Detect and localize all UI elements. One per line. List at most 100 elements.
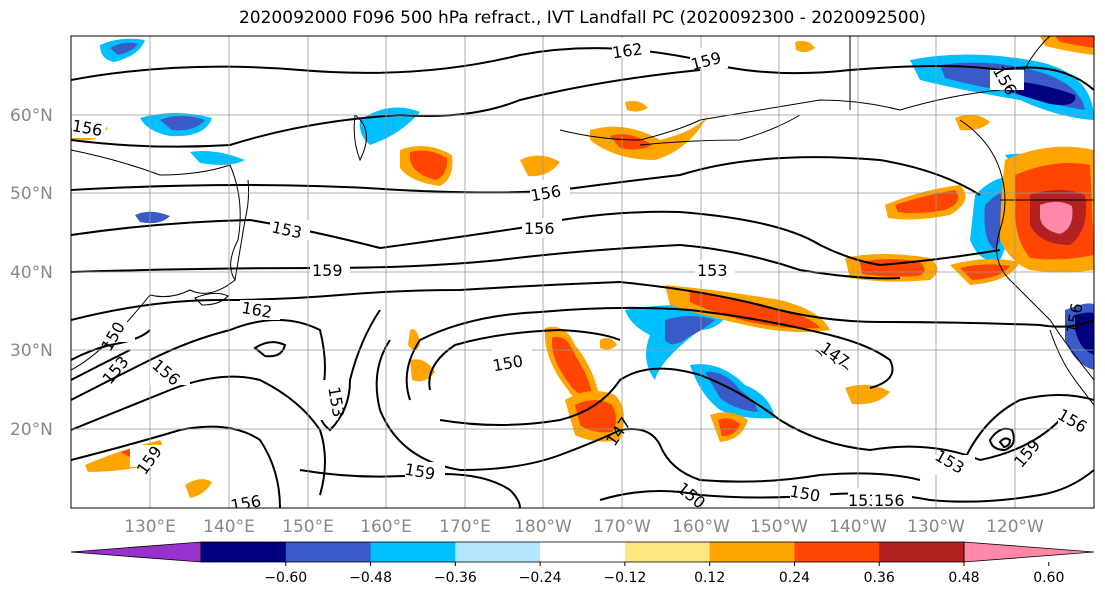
positive-anomaly-region [520, 155, 560, 177]
coastlines [71, 36, 1094, 406]
lat-label: 60°N [10, 106, 53, 126]
contour-line [959, 394, 1094, 471]
lon-label: 120°W [986, 517, 1044, 537]
contour-line [71, 280, 1094, 328]
positive-anomaly-region [410, 359, 435, 382]
lon-label: 130°W [907, 517, 965, 537]
graticule [71, 36, 1094, 508]
positive-anomaly-region [1040, 201, 1073, 234]
positive-anomaly-region [625, 100, 648, 112]
colorbar-tick-label: 0.12 [694, 570, 725, 586]
colorbar-swatch [455, 542, 541, 562]
longitude-labels: 130°E 140°E 150°E 160°E 170°E 180°W 170°… [124, 517, 1044, 537]
colorbar-tick-label: −0.48 [349, 570, 392, 586]
contour-line [253, 341, 287, 358]
lat-label: 50°N [10, 184, 53, 204]
negative-anomaly-region [665, 316, 715, 345]
colorbar-tick-label: −0.60 [264, 570, 307, 586]
anomaly-shading [71, 36, 1094, 498]
positive-anomaly-region [845, 384, 890, 405]
latitude-labels: 60°N 50°N 40°N 30°N 20°N [10, 106, 53, 440]
contour-line [988, 427, 1015, 452]
contour-label: 153 [697, 261, 728, 280]
colorbar-tick-label: 0.36 [864, 570, 895, 586]
positive-anomaly-region [185, 479, 212, 498]
colorbar-swatch [879, 542, 965, 562]
positive-anomaly-region [1055, 36, 1094, 48]
positive-anomaly-region [552, 336, 592, 396]
colorbar-extend-low [70, 541, 202, 563]
positive-anomaly-region [795, 40, 815, 53]
colorbar-tick-label: −0.12 [603, 570, 646, 586]
lon-label: 150°E [282, 517, 334, 537]
contour-label: 159 [312, 261, 343, 280]
refractivity-contours [71, 47, 1094, 508]
canada-border [849, 36, 1094, 201]
colorbar-frame [200, 541, 965, 563]
contour-labels: 162 159 156 156 156 153 156 153 159 162 … [71, 38, 1094, 510]
colorbar-swatch [709, 542, 795, 562]
coastline-north-america [959, 119, 1094, 381]
lon-label: 130°E [124, 517, 176, 537]
coastline-aleutians [639, 114, 801, 146]
positive-anomaly-region [895, 190, 959, 214]
colorbar-swatch [370, 542, 456, 562]
coastline-kamchatka [353, 114, 367, 162]
positive-anomaly-region [718, 418, 740, 436]
colorbar-tick-label: 0.48 [948, 570, 979, 586]
contour-line [71, 425, 281, 508]
lon-label: 150°W [750, 517, 808, 537]
positive-anomaly-region [410, 150, 448, 180]
contour-label: 156 [524, 219, 555, 238]
contour-line [299, 469, 521, 508]
colorbar-swatch [285, 542, 372, 562]
negative-anomaly-region [135, 211, 170, 224]
colorbar-swatch [201, 542, 287, 562]
contour-line [998, 437, 1012, 449]
positive-anomaly-region [600, 337, 617, 350]
contour-line [71, 243, 901, 280]
negative-anomaly-region [1075, 312, 1094, 355]
coastline-mexico [1049, 329, 1094, 406]
positive-anomaly-region [955, 114, 990, 131]
lon-label: 140°E [203, 517, 255, 537]
contour-line [405, 306, 894, 401]
lat-label: 30°N [10, 341, 53, 361]
colorbar-extend-high [963, 541, 1095, 563]
contour-line [71, 349, 131, 381]
negative-anomaly-region [160, 116, 205, 131]
contour-line [71, 156, 981, 196]
colorbar-swatch [540, 542, 626, 562]
contour-line [71, 375, 326, 496]
colorbar-tick-label: −0.36 [434, 570, 477, 586]
contour-label: 156 [874, 491, 905, 510]
colorbar: −0.60 −0.48 −0.36 −0.24 −0.12 0.12 0.24 0.36 0.4… [70, 541, 1095, 586]
positive-anomaly-region [610, 134, 652, 150]
colorbar-swatch [624, 542, 711, 562]
positive-anomaly-region [575, 400, 616, 433]
contour-line [71, 47, 1094, 91]
lat-label: 40°N [10, 263, 53, 283]
lon-label: 170°W [593, 517, 651, 537]
lon-label: 160°E [360, 517, 412, 537]
contour-line [375, 339, 921, 483]
contour-line [428, 328, 621, 391]
contour-line [71, 329, 151, 361]
contour-label: 153 [848, 491, 879, 510]
colorbar-tick-label: 0.24 [779, 570, 810, 586]
plot-frame [70, 35, 1095, 509]
lon-label: 140°W [829, 517, 887, 537]
colorbar-tick-label: −0.24 [519, 570, 562, 586]
lat-label: 20°N [10, 420, 53, 440]
negative-anomaly-region [110, 42, 138, 55]
colorbar-swatch [794, 542, 880, 562]
map-title: 2020092000 F096 500 hPa refract., IVT La… [238, 8, 926, 28]
contour-label: 162 [611, 39, 644, 62]
lon-label: 180°W [514, 517, 572, 537]
positive-anomaly-region [690, 292, 820, 329]
contour-line [71, 210, 1001, 267]
contour-line [439, 367, 1094, 462]
lon-label: 160°W [672, 517, 730, 537]
colorbar-tick-label: 0.60 [1033, 570, 1064, 586]
lon-label: 170°E [439, 517, 491, 537]
